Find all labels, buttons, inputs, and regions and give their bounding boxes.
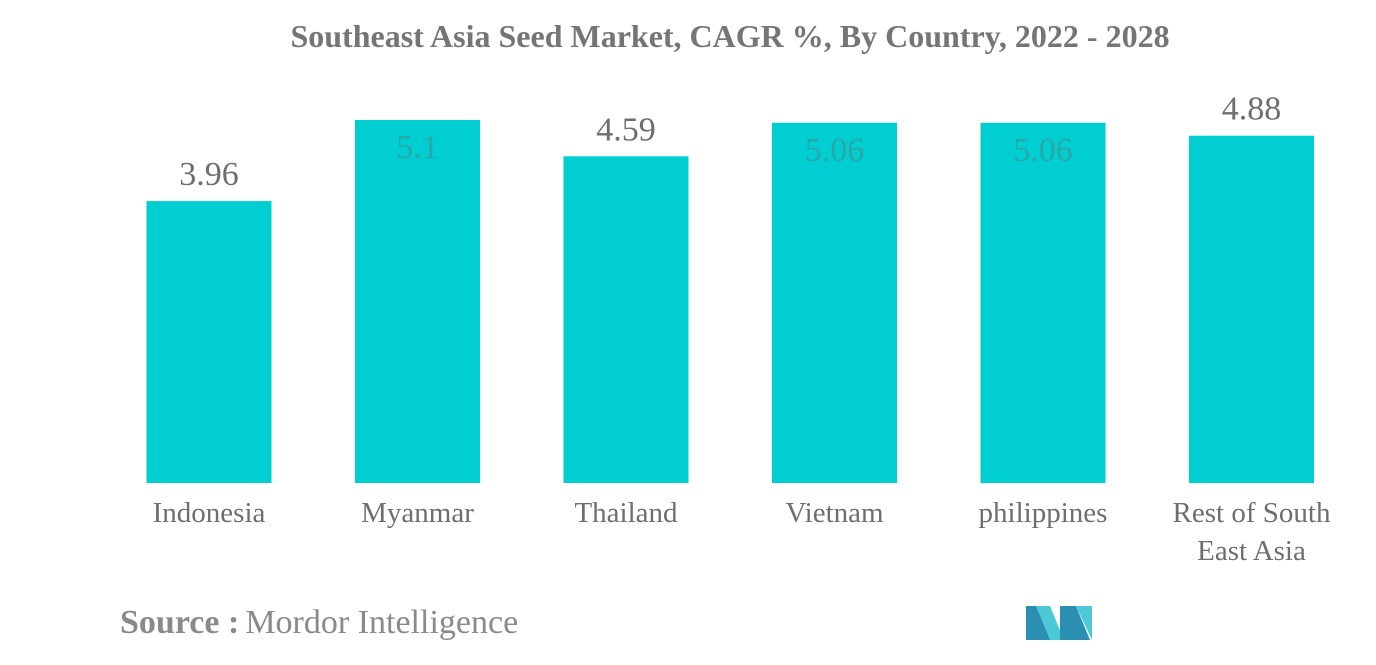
value-labels-layer: 3.96 5.1 4.59 5.06 5.06 4.88	[179, 91, 1281, 193]
mordor-intelligence-logo-icon	[1026, 606, 1092, 640]
chart-title: Southeast Asia Seed Market, CAGR %, By C…	[290, 18, 1170, 54]
value-label-0: 3.96	[179, 156, 239, 193]
source-text: Mordor Intelligence	[245, 604, 519, 641]
bar-0	[146, 201, 272, 483]
bar-3	[772, 122, 897, 484]
category-labels-layer: Indonesia Myanmar Thailand Vietnam philippin…	[153, 497, 1331, 567]
category-label-3: Vietnam	[785, 497, 884, 529]
category-label-2: Thailand	[574, 497, 678, 529]
bars-layer	[146, 120, 1314, 484]
bar-5	[1189, 135, 1314, 483]
value-label-3: 5.06	[805, 132, 865, 169]
source-note: Source : Mordor Intelligence	[120, 604, 518, 642]
bar-4	[980, 122, 1106, 484]
category-label-0: Indonesia	[153, 497, 266, 529]
category-label-5: Rest of South East Asia	[1173, 497, 1331, 567]
value-label-5: 4.88	[1222, 91, 1282, 128]
value-label-1: 5.1	[396, 129, 439, 166]
category-label-1: Myanmar	[361, 497, 474, 529]
category-label-4: philippines	[979, 497, 1108, 529]
bar-chart: 3.96 5.1 4.59 5.06 5.06 4.88 Indonesia Myanmar…	[146, 91, 1331, 567]
value-label-2: 4.59	[596, 111, 656, 148]
bar-2	[563, 156, 689, 484]
source-label: Source :	[120, 604, 240, 641]
value-label-4: 5.06	[1013, 132, 1073, 169]
bar-1	[355, 120, 480, 483]
